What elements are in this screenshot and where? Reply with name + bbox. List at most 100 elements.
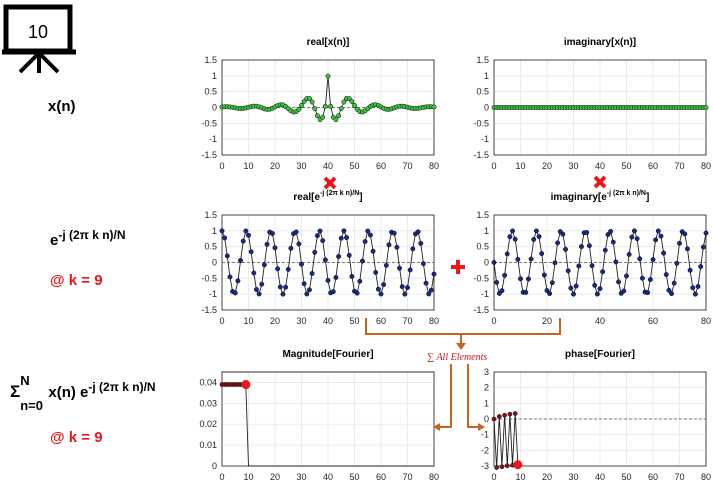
data-point xyxy=(602,247,608,253)
exp-superscript: -j (2π k n)/N xyxy=(58,228,126,242)
data-point xyxy=(533,228,539,234)
data-point xyxy=(565,268,571,274)
y-tick-label: 0.03 xyxy=(199,398,217,408)
data-point xyxy=(655,228,661,234)
x-tick-label: 70 xyxy=(402,472,412,482)
data-point xyxy=(507,411,513,417)
x-tick-label: 80 xyxy=(429,316,439,326)
chart-title: imaginary[e-j (2π k n)/N] xyxy=(551,190,650,203)
y-tick-label: 1 xyxy=(484,71,489,81)
data-point xyxy=(685,246,690,252)
x-tick-label: 80 xyxy=(701,316,711,326)
x-tick-label: 40 xyxy=(595,316,605,326)
x-tick-label: 40 xyxy=(595,161,605,171)
y-tick-label: 1.5 xyxy=(476,55,489,65)
data-point xyxy=(301,281,307,287)
data-point xyxy=(555,240,561,246)
chart-title: Magnitude[Fourier] xyxy=(282,349,373,360)
x-tick-label: 0 xyxy=(219,161,224,171)
data-point xyxy=(299,261,304,267)
data-point xyxy=(309,99,315,105)
sum-exp-superscript: -j (2π k n)/N xyxy=(88,380,156,394)
data-point xyxy=(307,287,312,293)
data-point xyxy=(285,266,291,272)
label-k-top: @ k = 9 xyxy=(50,272,103,289)
data-point xyxy=(677,240,682,246)
data-point xyxy=(386,242,392,248)
y-tick-label: 1.5 xyxy=(476,210,489,220)
data-point xyxy=(624,273,629,279)
x-tick-label: 70 xyxy=(674,472,684,482)
data-point xyxy=(328,103,334,109)
data-point xyxy=(507,234,513,240)
x-tick-label: 10 xyxy=(515,161,525,171)
data-point xyxy=(349,273,355,279)
x-tick-label: 60 xyxy=(648,161,658,171)
data-point xyxy=(314,233,320,239)
data-point xyxy=(272,245,278,251)
y-tick-label: 1 xyxy=(484,226,489,236)
y-tick-label: 1 xyxy=(484,398,489,408)
data-point xyxy=(259,281,265,287)
x-tick-label: 50 xyxy=(349,316,359,326)
y-tick-label: -1 xyxy=(209,289,217,299)
data-point xyxy=(296,241,302,247)
y-tick-label: -1 xyxy=(481,134,489,144)
x-tick-label: 80 xyxy=(701,472,711,482)
data-point xyxy=(275,266,281,272)
data-point xyxy=(280,291,286,297)
x-tick-label: 30 xyxy=(296,316,306,326)
data-point xyxy=(423,280,429,286)
x-tick-label: 50 xyxy=(621,472,631,482)
y-tick-label: -3 xyxy=(481,461,489,471)
exp-base: e xyxy=(50,232,59,249)
data-point xyxy=(325,278,331,283)
data-point xyxy=(320,114,326,120)
data-point xyxy=(383,262,389,268)
x-tick-label: 20 xyxy=(270,472,280,482)
data-point xyxy=(494,465,499,470)
x-tick-label: 0 xyxy=(219,316,224,326)
data-point xyxy=(431,271,437,277)
data-point xyxy=(608,228,614,234)
data-point xyxy=(512,411,518,416)
data-point xyxy=(352,103,357,108)
data-point xyxy=(246,232,251,238)
x-tick-label: 60 xyxy=(648,316,658,326)
data-point xyxy=(381,282,387,288)
data-point xyxy=(397,265,402,271)
data-point xyxy=(666,287,672,293)
data-point xyxy=(491,416,497,422)
x-tick-label: 40 xyxy=(595,472,605,482)
chart-title: phase[Fourier] xyxy=(565,349,635,360)
presentation-board-icon: 10 xyxy=(2,4,76,74)
data-point xyxy=(536,234,542,239)
x-tick-label: 20 xyxy=(542,161,552,171)
x-tick-label: 30 xyxy=(568,161,578,171)
x-tick-label: 0 xyxy=(491,161,496,171)
data-point xyxy=(336,254,342,259)
data-point xyxy=(589,263,595,269)
y-tick-label: 0 xyxy=(484,103,489,113)
x-tick-label: 10 xyxy=(243,316,253,326)
data-point xyxy=(597,286,603,292)
data-point xyxy=(251,270,257,276)
y-tick-label: -1.5 xyxy=(201,150,217,160)
x-tick-label: 60 xyxy=(376,316,386,326)
y-tick-label: -0.5 xyxy=(201,118,217,128)
data-point xyxy=(227,274,233,280)
data-point xyxy=(333,274,339,280)
data-point xyxy=(410,246,416,252)
data-point xyxy=(491,260,497,265)
data-point xyxy=(426,291,432,297)
data-point xyxy=(248,249,254,255)
slide-number: 10 xyxy=(28,22,48,42)
x-tick-label: 70 xyxy=(402,316,412,326)
phase_fourier-chart: 0 10 20 30 40 50 60 70 80 -3 -2 -1 0 1 2 3 phase[Fourier… xyxy=(481,349,711,482)
real_x-chart: 0 10 20 30 40 50 60 70 80 -1.5 -1 -0.5 0 0.5 1 1.5 real[… xyxy=(201,37,439,171)
multiply-icon xyxy=(593,175,607,189)
sigma-upper: N xyxy=(20,373,30,388)
data-point xyxy=(277,284,283,290)
highlight-point xyxy=(241,380,251,390)
data-point xyxy=(243,228,249,234)
